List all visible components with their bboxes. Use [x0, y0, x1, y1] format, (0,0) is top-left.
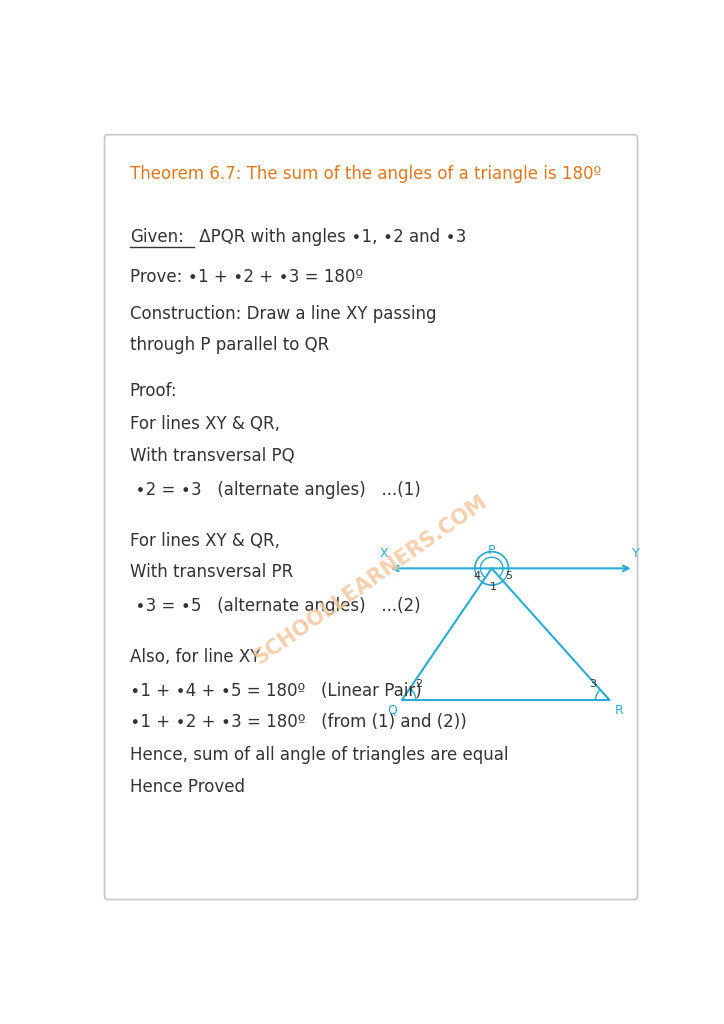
Text: R: R [615, 703, 624, 717]
Text: ∙1 + ∙4 + ∙5 = 180º   (Linear Pair): ∙1 + ∙4 + ∙5 = 180º (Linear Pair) [130, 682, 421, 699]
Text: through P parallel to QR: through P parallel to QR [130, 336, 329, 354]
Text: ΔPQR with angles ∙1, ∙2 and ∙3: ΔPQR with angles ∙1, ∙2 and ∙3 [194, 228, 467, 246]
Text: P: P [488, 545, 495, 557]
Text: 4: 4 [473, 571, 481, 582]
Text: With transversal PQ: With transversal PQ [130, 446, 295, 465]
Text: Proof:: Proof: [130, 382, 177, 400]
Text: Hence, sum of all angle of triangles are equal: Hence, sum of all angle of triangles are… [130, 746, 508, 764]
Text: Q: Q [387, 703, 397, 717]
Text: ∙1 + ∙2 + ∙3 = 180º   (from (1) and (2)): ∙1 + ∙2 + ∙3 = 180º (from (1) and (2)) [130, 713, 466, 731]
Text: Theorem 6.7: The sum of the angles of a triangle is 180º: Theorem 6.7: The sum of the angles of a … [130, 165, 601, 183]
Text: Hence Proved: Hence Proved [130, 778, 245, 796]
Text: Given:: Given: [130, 228, 184, 246]
Text: 5: 5 [505, 571, 512, 582]
Text: For lines XY & QR,: For lines XY & QR, [130, 415, 279, 433]
Text: 1: 1 [490, 583, 497, 592]
Text: Y: Y [632, 548, 640, 560]
Text: ∙2 = ∙3   (alternate angles)   ...(1): ∙2 = ∙3 (alternate angles) ...(1) [130, 480, 421, 499]
Text: Construction: Draw a line XY passing: Construction: Draw a line XY passing [130, 305, 437, 323]
Text: 2: 2 [415, 679, 422, 689]
Text: For lines XY & QR,: For lines XY & QR, [130, 531, 279, 550]
Text: With transversal PR: With transversal PR [130, 563, 293, 582]
Text: Prove: ∙1 + ∙2 + ∙3 = 180º: Prove: ∙1 + ∙2 + ∙3 = 180º [130, 267, 363, 286]
Text: SCHOOLLEARNERS.COM: SCHOOLLEARNERS.COM [251, 492, 492, 669]
Text: ∙3 = ∙5   (alternate angles)   ...(2): ∙3 = ∙5 (alternate angles) ...(2) [130, 597, 421, 615]
Text: Also, for line XY: Also, for line XY [130, 648, 260, 667]
Text: 3: 3 [589, 679, 596, 689]
FancyBboxPatch shape [104, 135, 638, 899]
Text: X: X [379, 548, 388, 560]
